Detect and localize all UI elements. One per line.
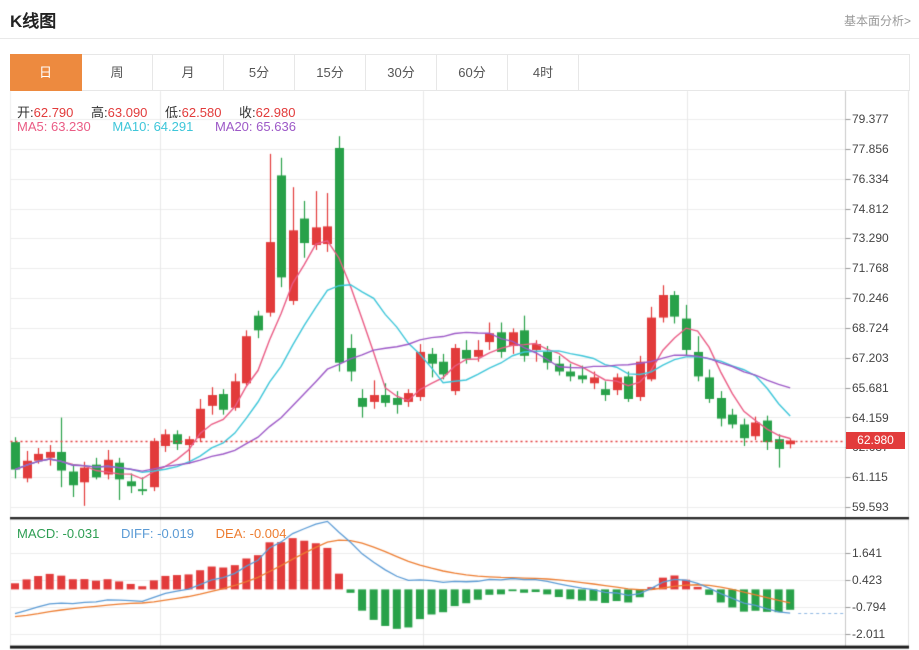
macd-tick: -0.794	[852, 600, 887, 615]
open-value: 62.790	[33, 105, 74, 120]
close-label: 收:	[239, 105, 256, 120]
ma-readout: MA5: 63.230 MA10: 64.291 MA20: 65.636	[17, 119, 296, 134]
price-tick: 59.593	[852, 500, 889, 514]
ohlc-readout: 开:62.790 高:63.090 低:62.580 收:62.980	[17, 102, 309, 121]
price-tick: 68.724	[852, 320, 889, 335]
low-value: 62.580	[181, 105, 222, 120]
ma10-readout: MA10: 64.291	[112, 119, 194, 134]
macd-tick: 0.423	[852, 573, 883, 587]
macd-tick: 1.641	[852, 545, 883, 560]
macd-value-readout: MACD: -0.031	[17, 526, 100, 541]
macd-readout: MACD: -0.031 DIFF: -0.019 DEA: -0.004	[17, 526, 286, 541]
price-tick: 70.246	[852, 291, 889, 306]
price-tick: 67.203	[852, 350, 889, 365]
ma20-readout: MA20: 65.636	[214, 119, 296, 134]
price-tick: 76.334	[852, 171, 889, 186]
high-label: 高:	[91, 105, 108, 120]
price-tick: 77.856	[852, 141, 889, 156]
diff-value-readout: DIFF: -0.019	[121, 526, 195, 541]
price-tick: 61.115	[852, 470, 888, 485]
open-label: 开:	[17, 105, 34, 120]
price-tick: 65.681	[852, 380, 889, 395]
price-tick: 64.159	[852, 410, 889, 425]
low-label: 低:	[165, 105, 182, 120]
ma5-readout: MA5: 63.230	[17, 119, 91, 134]
current-price-badge: 62.980	[846, 432, 905, 449]
price-tick: 71.768	[852, 261, 889, 276]
macd-tick: -2.011	[852, 627, 886, 642]
dea-value-readout: DEA: -0.004	[215, 526, 287, 541]
price-tick: 74.812	[852, 201, 889, 216]
price-tick: 79.377	[852, 112, 889, 126]
close-value: 62.980	[255, 105, 296, 120]
high-value: 63.090	[107, 105, 148, 120]
price-tick: 73.290	[852, 231, 889, 246]
